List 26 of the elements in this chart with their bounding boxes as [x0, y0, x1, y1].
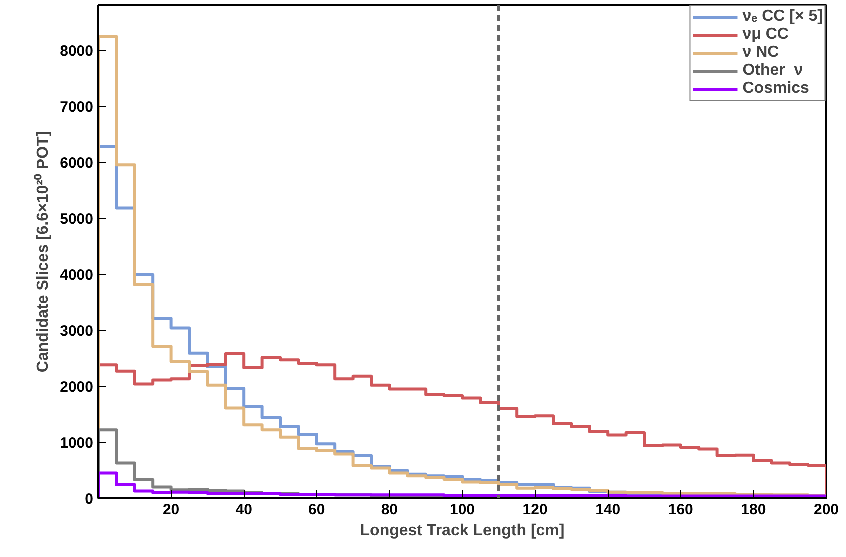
y-axis-title: Candidate Slices [6.6×10²⁰ POT]	[34, 131, 52, 373]
x-tick-label: 200	[814, 502, 840, 518]
x-tick-label: 100	[450, 502, 476, 518]
y-tick-label: 8000	[60, 42, 94, 60]
y-tick-label: 5000	[60, 210, 94, 228]
x-tick-label: 60	[308, 502, 326, 518]
x-tick-label: 180	[741, 502, 766, 518]
legend-label: νμ CC	[742, 26, 789, 44]
x-axis-title: Longest Track Length [cm]	[360, 522, 565, 540]
y-tick-label: 6000	[60, 154, 94, 172]
y-tick-label: 0	[85, 491, 94, 508]
y-tick-label: 7000	[60, 98, 94, 116]
y-tick-label: 3000	[60, 322, 94, 340]
x-tick-label: 160	[668, 502, 694, 518]
x-tick-label: 40	[236, 502, 252, 518]
x-tick-label: 140	[596, 502, 621, 518]
legend-label: νₑ CC [× 5]	[742, 8, 823, 26]
x-tick-label: 20	[162, 502, 180, 518]
y-tick-label: 1000	[60, 434, 94, 452]
x-tick-label: 80	[381, 502, 398, 518]
x-tick-label: 120	[522, 502, 548, 518]
legend-label: ν NC	[742, 44, 780, 62]
legend-label: Cosmics	[742, 80, 810, 98]
y-tick-label: 4000	[60, 266, 94, 284]
legend-label: Other ν	[742, 62, 804, 80]
y-tick-label: 2000	[60, 378, 94, 396]
